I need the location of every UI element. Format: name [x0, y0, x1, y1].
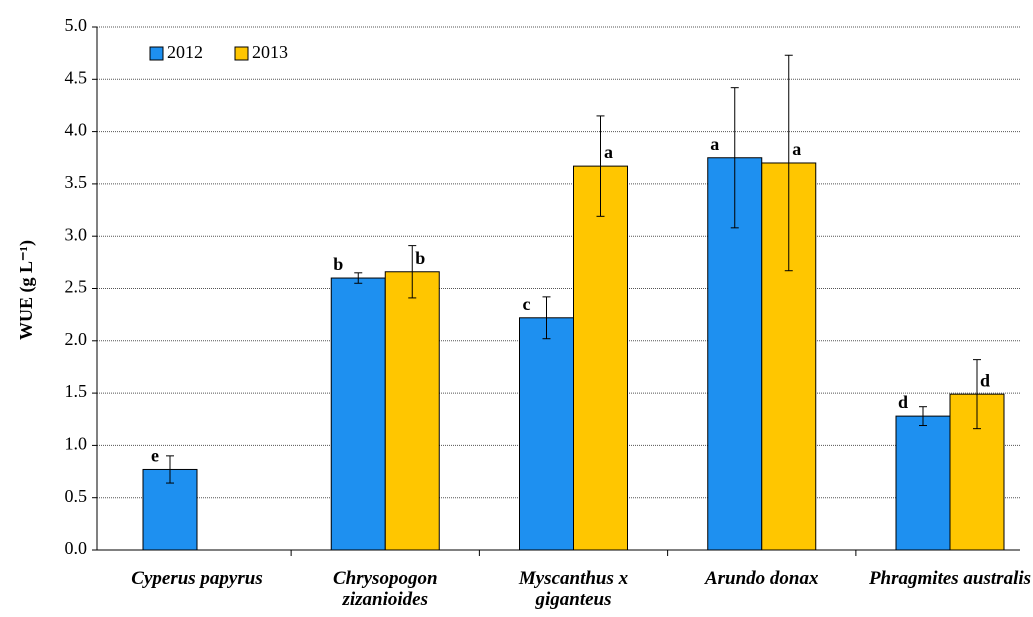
legend-swatch: [149, 46, 164, 61]
y-axis-title: WUE (g L⁻¹): [16, 240, 37, 340]
y-tick-label: 1.5: [65, 381, 88, 401]
x-tick-label: Chrysopogon zizanioides: [332, 568, 438, 610]
significance-letter: a: [710, 134, 719, 154]
bar: [330, 277, 386, 551]
legend-swatch: [234, 46, 249, 61]
x-tick-label: Phragmites australis: [868, 568, 1032, 589]
bar: [519, 317, 574, 551]
y-tick-label: 0.0: [65, 538, 88, 558]
significance-letter: a: [604, 142, 613, 162]
significance-letter: d: [980, 370, 990, 390]
legend-label: 2013: [252, 42, 288, 62]
y-tick-label: 2.5: [65, 277, 88, 297]
bar: [573, 165, 628, 551]
y-tick-label: 5.0: [65, 15, 88, 35]
legend-label: 2012: [167, 42, 203, 62]
significance-letter: d: [898, 392, 908, 412]
x-tick-label: Myscanthus x giganteus: [518, 568, 629, 610]
significance-letter: b: [415, 248, 425, 268]
y-tick-label: 4.5: [65, 67, 88, 87]
x-tick-label: Cyperus papyrus: [131, 568, 263, 589]
bar: [895, 415, 951, 551]
y-tick-label: 3.0: [65, 224, 88, 244]
significance-letter: e: [151, 446, 159, 466]
y-tick-label: 3.5: [65, 172, 88, 192]
y-tick-label: 2.0: [65, 329, 88, 349]
y-tick-label: 4.0: [65, 120, 88, 140]
bar: [384, 271, 440, 551]
x-tick-label: Arundo donax: [704, 568, 819, 589]
significance-letter: a: [792, 139, 801, 159]
y-tick-label: 1.0: [65, 434, 88, 454]
significance-letter: b: [333, 254, 343, 274]
significance-letter: c: [523, 294, 531, 314]
y-tick-label: 0.5: [65, 486, 88, 506]
